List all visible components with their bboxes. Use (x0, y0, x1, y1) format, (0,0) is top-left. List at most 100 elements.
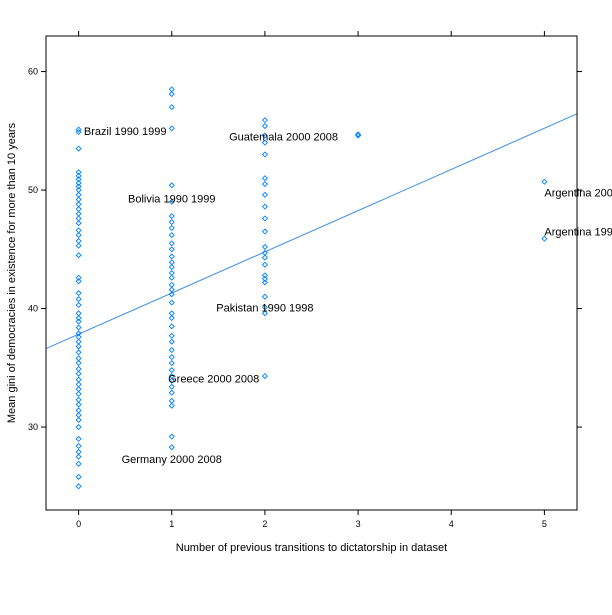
point-annotation: Pakistan 1990 1998 (216, 302, 313, 314)
data-point (168, 264, 175, 271)
data-point (75, 126, 82, 133)
x-tick-label: 0 (76, 519, 81, 529)
data-point (261, 228, 268, 235)
data-point (168, 354, 175, 361)
data-point (75, 191, 82, 198)
data-point (168, 299, 175, 306)
data-point (75, 201, 82, 208)
data-point (75, 210, 82, 217)
data-point (168, 253, 175, 260)
data-point (75, 424, 82, 431)
data-point (75, 183, 82, 190)
data-point (75, 232, 82, 239)
data-point (261, 132, 268, 139)
data-point (168, 91, 175, 98)
data-point (168, 213, 175, 220)
point-annotation: Bolivia 1990 1999 (128, 193, 215, 205)
point-annotation: Greece 2000 2008 (168, 373, 259, 385)
data-point (261, 181, 268, 188)
data-point (75, 220, 82, 227)
x-axis: 0 1 2 3 4 5 (76, 31, 547, 529)
data-point (75, 252, 82, 259)
point-annotation: Germany 2000 2008 (122, 454, 222, 466)
data-point (75, 370, 82, 377)
data-points (75, 86, 548, 490)
data-point (75, 381, 82, 388)
x-tick-label: 1 (169, 519, 174, 529)
data-point (261, 373, 268, 380)
data-point (75, 278, 82, 285)
data-point (168, 360, 175, 367)
data-point (75, 453, 82, 460)
data-point (168, 433, 175, 440)
regression-line (45, 113, 578, 350)
data-point (75, 435, 82, 442)
data-point (75, 237, 82, 245)
y-tick-label: 60 (28, 67, 38, 77)
point-annotation: Brazil 1990 1999 (84, 126, 167, 138)
data-point (75, 172, 82, 179)
data-point (168, 286, 175, 293)
data-point (75, 365, 82, 373)
data-point (75, 310, 82, 317)
data-point (261, 215, 268, 222)
data-point (541, 178, 548, 185)
data-point (75, 169, 82, 176)
data-point (75, 301, 82, 309)
data-point (75, 196, 82, 203)
data-point (261, 151, 268, 158)
data-point (168, 397, 175, 405)
data-point (261, 123, 268, 130)
point-annotation: Argentina 2000 2 (544, 187, 612, 199)
data-point (168, 224, 175, 232)
data-point (75, 145, 82, 152)
data-point (75, 179, 82, 186)
data-point (75, 360, 82, 367)
data-point (261, 279, 268, 286)
data-point (75, 343, 82, 350)
data-point (261, 139, 268, 146)
data-point (168, 232, 175, 239)
point-annotation: Guatemala 2000 2008 (229, 132, 338, 144)
data-point (75, 390, 82, 397)
data-point (75, 205, 82, 213)
data-point (75, 227, 82, 234)
data-point (168, 104, 175, 111)
data-point (75, 176, 82, 183)
data-point (261, 304, 268, 311)
data-point (168, 402, 175, 409)
data-point (75, 401, 82, 408)
data-point (168, 246, 175, 253)
data-point (168, 377, 175, 384)
data-point (75, 290, 82, 297)
data-point (355, 131, 362, 138)
data-point (75, 376, 82, 383)
data-point (168, 332, 175, 339)
data-point (75, 448, 82, 455)
data-point (261, 254, 268, 261)
data-point (75, 442, 82, 450)
data-point (168, 338, 175, 345)
data-point (168, 86, 175, 93)
data-point (261, 293, 268, 300)
data-point (168, 259, 175, 266)
data-point (168, 323, 175, 330)
data-point (75, 274, 82, 281)
data-point (168, 310, 175, 317)
point-annotation: Argentina 1990 1 (544, 227, 612, 239)
data-point (168, 274, 175, 281)
annotations: Brazil 1990 1999 Guatemala 2000 2008 Boliv… (84, 126, 612, 466)
y-tick-label: 40 (28, 304, 38, 314)
data-point (261, 310, 268, 317)
y-axis-title: Mean gini of democracies in existence fo… (6, 122, 18, 423)
data-point (541, 235, 548, 242)
data-point (261, 117, 268, 124)
data-point (261, 175, 268, 182)
data-point (75, 296, 82, 303)
data-point (75, 355, 82, 362)
data-point (75, 215, 82, 222)
data-point (75, 396, 82, 403)
data-point (75, 473, 82, 480)
data-point (168, 281, 175, 288)
